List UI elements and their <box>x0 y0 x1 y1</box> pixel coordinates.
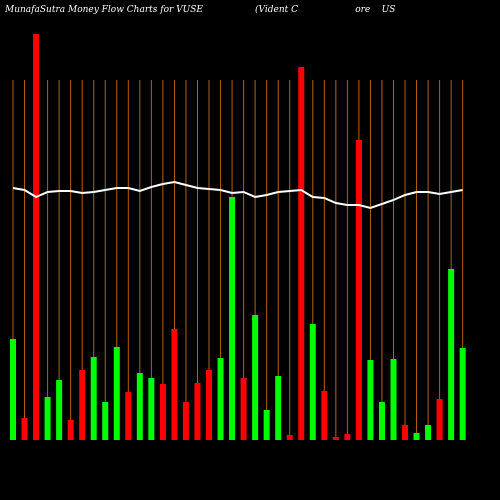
bar <box>309 324 316 440</box>
bar <box>229 197 236 440</box>
bar <box>206 370 213 440</box>
bar <box>217 358 224 440</box>
bar <box>79 370 86 440</box>
bar <box>171 329 178 440</box>
bar <box>425 425 432 440</box>
bar <box>21 418 28 440</box>
bar <box>252 315 259 440</box>
bar <box>33 34 40 440</box>
bar <box>390 359 397 440</box>
bar <box>275 376 282 440</box>
bar <box>321 391 328 440</box>
bar <box>148 378 155 440</box>
bar <box>436 399 443 440</box>
bar <box>44 397 51 440</box>
bar <box>125 392 132 440</box>
bar <box>182 402 189 440</box>
bar <box>90 357 97 440</box>
bar <box>355 140 362 440</box>
bar <box>240 378 247 440</box>
bar <box>367 360 374 440</box>
bar <box>448 269 455 440</box>
chart-title: MunafaSutra Money Flow Charts for VUSE <box>4 5 203 15</box>
bar <box>332 437 339 440</box>
bar <box>413 433 420 440</box>
money-flow-line <box>12 180 463 210</box>
bar <box>459 348 466 440</box>
bar <box>263 410 270 440</box>
bar <box>113 347 120 440</box>
bar <box>159 384 166 440</box>
bar <box>286 435 293 440</box>
bar <box>378 402 385 440</box>
chart-subtitle: (Vident C ore US <box>255 4 395 15</box>
bar <box>10 339 16 440</box>
bar <box>102 402 109 440</box>
bar <box>67 420 74 440</box>
bar <box>194 383 201 440</box>
bar <box>402 425 409 440</box>
bar <box>298 67 305 440</box>
bar <box>136 373 143 440</box>
bar <box>56 380 63 440</box>
bar <box>344 434 351 440</box>
